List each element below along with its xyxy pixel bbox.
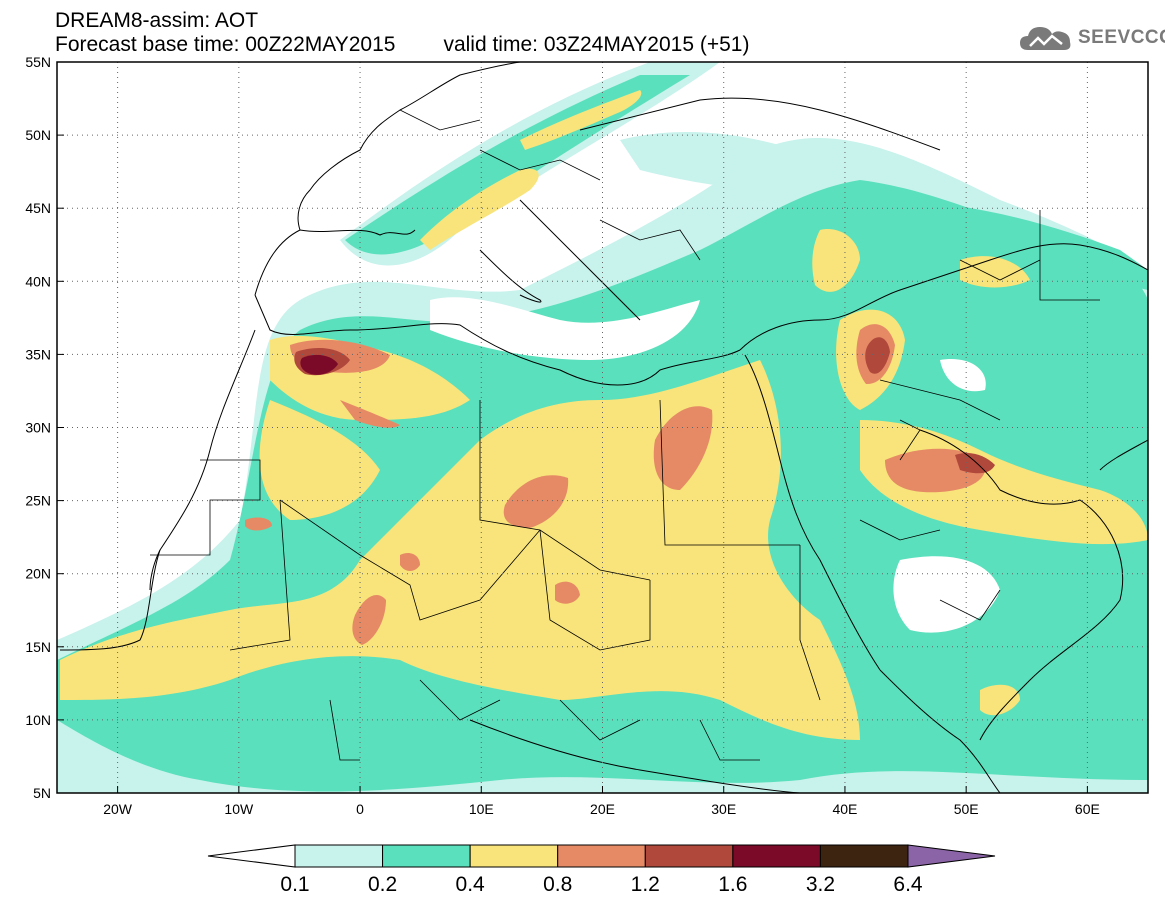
lat-tick-label: 20N	[25, 566, 51, 582]
time-info: Forecast base time: 00Z22MAY2015 valid ti…	[55, 34, 749, 56]
aot-level-1.6	[300, 354, 338, 375]
lat-tick-label: 10N	[25, 712, 51, 728]
valid-time: valid time: 03Z24MAY2015 (+51)	[443, 33, 750, 56]
seevccc-logo: SEEVCCC	[1018, 22, 1165, 54]
lat-tick-label: 15N	[25, 639, 51, 655]
lon-tick-label: 10W	[224, 801, 254, 817]
lon-tick-label: 50E	[954, 801, 979, 817]
map-title: DREAM8-assim: AOT	[55, 10, 258, 32]
lat-tick-label: 30N	[25, 420, 51, 436]
map-plot-area	[57, 62, 1148, 793]
lat-tick-label: 55N	[25, 54, 51, 70]
axis-ticks: 55N 50N 45N 40N 35N 30N 25N 20N 15N 10N 5N 20W 10W 0 1…	[25, 54, 1100, 817]
lat-tick-label: 45N	[25, 200, 51, 216]
lat-tick-label: 5N	[33, 785, 51, 801]
logo-text: SEEVCCC	[1078, 27, 1165, 48]
cloud-icon	[1020, 27, 1071, 50]
aot-level-0.8	[245, 324, 986, 645]
model-title: DREAM8-assim: AOT	[55, 9, 259, 32]
grid-lines	[57, 62, 1148, 793]
lon-tick-label: 30E	[711, 801, 736, 817]
lat-tick-label: 40N	[25, 273, 51, 289]
lat-tick-label: 35N	[25, 346, 51, 362]
coastlines	[59, 62, 1148, 793]
lon-tick-label: 0	[356, 801, 364, 817]
country-borders	[150, 109, 1100, 761]
lon-tick-label: 10E	[469, 801, 494, 817]
lon-tick-label: 40E	[832, 801, 857, 817]
lon-tick-label: 60E	[1075, 801, 1100, 817]
lat-tick-label: 50N	[25, 127, 51, 143]
lat-tick-label: 25N	[25, 493, 51, 509]
base-time: Forecast base time: 00Z22MAY2015	[55, 33, 396, 56]
lon-tick-label: 20W	[103, 801, 133, 817]
lon-tick-label: 20E	[590, 801, 615, 817]
